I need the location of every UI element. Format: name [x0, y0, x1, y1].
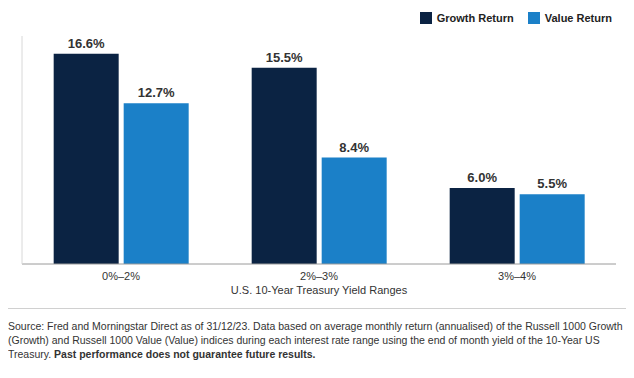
- svg-text:2%–3%: 2%–3%: [300, 270, 338, 282]
- svg-text:6.0%: 6.0%: [467, 170, 497, 185]
- html-text:Source: Fred and Morningstar D: Source: Fred and Morningstar Direct as o…: [8, 320, 623, 360]
- svg-text:12.7%: 12.7%: [138, 85, 175, 100]
- svg-text:16.6%: 16.6%: [68, 36, 105, 51]
- svg-text:15.5%: 15.5%: [266, 50, 303, 65]
- svg-text:5.5%: 5.5%: [537, 176, 567, 191]
- svg-text:U.S. 10-Year Treasury Yield Ra: U.S. 10-Year Treasury Yield Ranges: [231, 284, 408, 296]
- html-text:Value Return: Value Return: [544, 12, 612, 24]
- svg-text:3%–4%: 3%–4%: [498, 270, 536, 282]
- svg-text:8.4%: 8.4%: [339, 140, 369, 155]
- html-text:Growth Return: Growth Return: [436, 12, 514, 24]
- svg-text:0%–2%: 0%–2%: [102, 270, 140, 282]
